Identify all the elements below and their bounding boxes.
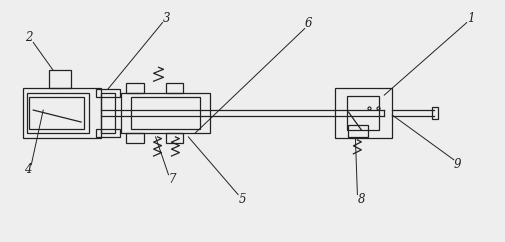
Bar bbox=[27, 93, 89, 133]
Bar bbox=[165, 83, 183, 93]
Bar bbox=[23, 88, 100, 138]
Bar bbox=[125, 133, 143, 143]
Bar bbox=[165, 133, 183, 143]
Text: 2: 2 bbox=[25, 31, 33, 44]
Bar bbox=[130, 97, 200, 129]
Bar bbox=[431, 107, 437, 119]
Bar bbox=[100, 93, 115, 133]
Bar bbox=[348, 125, 368, 137]
Text: 5: 5 bbox=[238, 193, 245, 206]
Bar bbox=[347, 96, 379, 130]
Text: 7: 7 bbox=[168, 173, 176, 186]
Text: 6: 6 bbox=[305, 17, 312, 30]
Bar bbox=[96, 89, 120, 97]
Bar bbox=[121, 93, 210, 133]
Text: 3: 3 bbox=[163, 12, 170, 25]
Text: 4: 4 bbox=[24, 163, 31, 176]
Bar bbox=[96, 129, 120, 137]
Text: 8: 8 bbox=[357, 193, 365, 206]
Text: 9: 9 bbox=[453, 158, 461, 171]
Bar bbox=[29, 97, 84, 129]
Bar bbox=[334, 88, 391, 138]
Bar bbox=[125, 83, 143, 93]
Bar bbox=[49, 70, 71, 88]
Text: 1: 1 bbox=[466, 12, 474, 25]
